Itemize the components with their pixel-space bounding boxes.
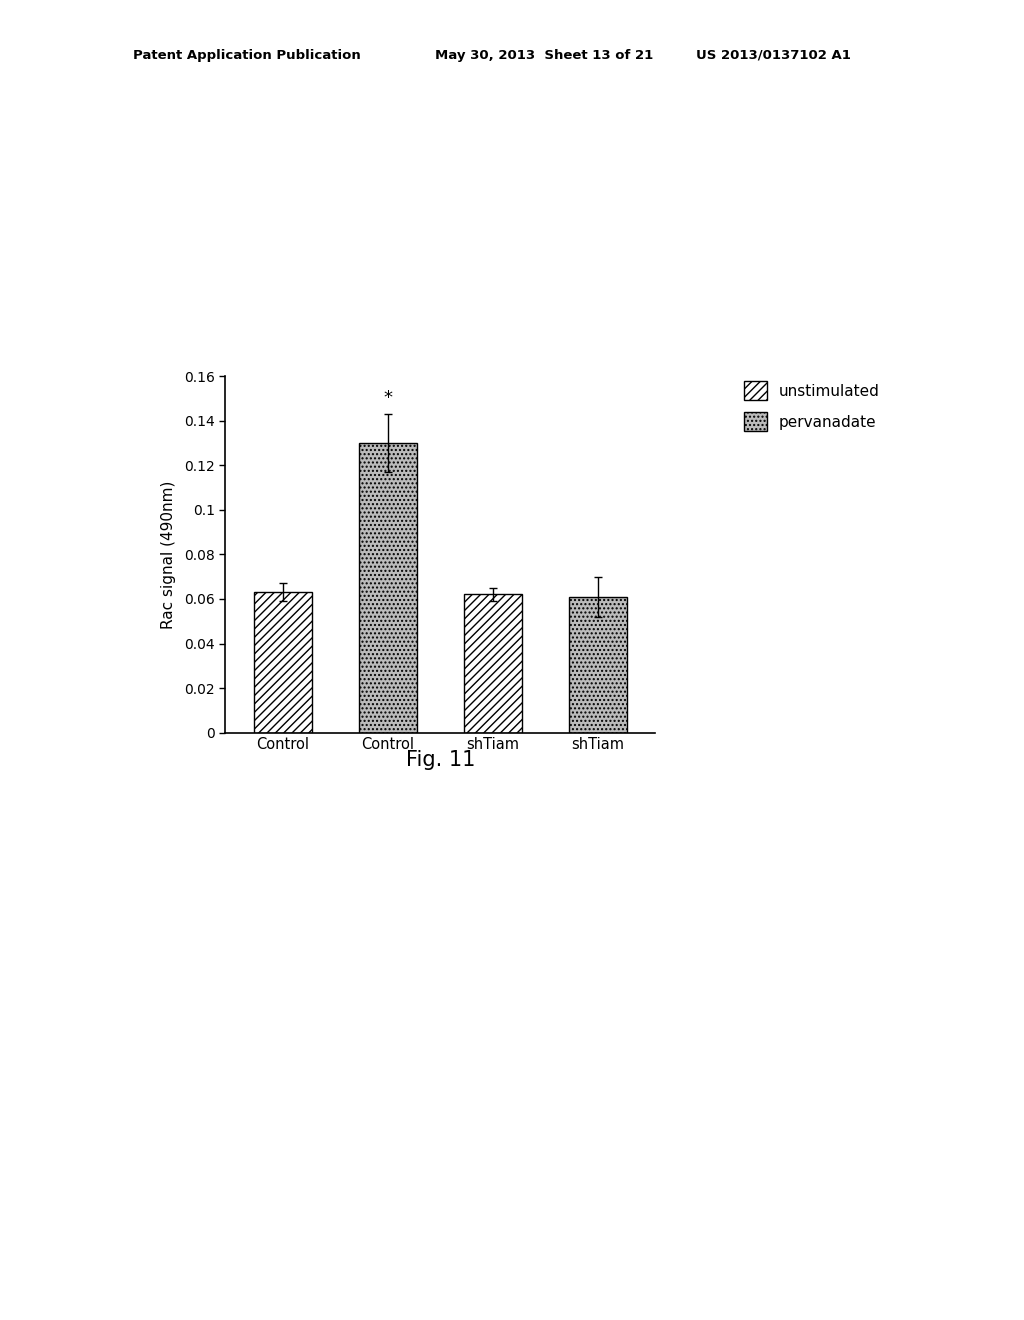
Bar	[254, 593, 312, 733]
Bar	[359, 444, 417, 733]
Text: Patent Application Publication: Patent Application Publication	[133, 49, 360, 62]
Text: *: *	[383, 389, 392, 408]
Y-axis label: Rac signal (490nm): Rac signal (490nm)	[161, 480, 176, 628]
Text: Fig. 11: Fig. 11	[406, 750, 475, 770]
Bar	[464, 594, 521, 733]
Bar	[568, 597, 627, 733]
Text: May 30, 2013  Sheet 13 of 21: May 30, 2013 Sheet 13 of 21	[435, 49, 653, 62]
Legend: unstimulated, pervanadate: unstimulated, pervanadate	[739, 376, 885, 436]
Text: US 2013/0137102 A1: US 2013/0137102 A1	[696, 49, 851, 62]
